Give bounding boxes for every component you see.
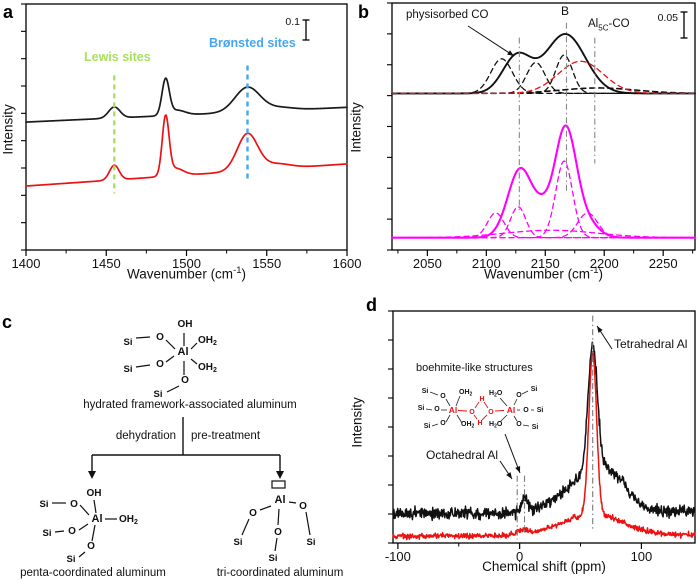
atom-oh: OH — [87, 488, 102, 499]
al5c-co-label: Al5C-CO — [588, 18, 630, 33]
atom-al: Al — [178, 346, 189, 358]
atom-si: Si — [532, 424, 539, 431]
atom-al: Al — [275, 494, 286, 506]
svg-text:-100: -100 — [385, 549, 411, 564]
arrowhead-right — [276, 471, 284, 479]
atom-si: Si — [531, 386, 538, 393]
panel-b-y-axis-label: Intensity — [348, 102, 364, 153]
atom-o: O — [156, 332, 164, 343]
boehmite-structures-label: boehmite-like structures — [416, 362, 533, 374]
atom-si: Si — [424, 423, 431, 430]
physisorbed-co-label: physisorbed CO — [406, 9, 489, 21]
b-site-label: B — [561, 4, 570, 18]
caption-penta-aluminum: penta-coordinated aluminum — [20, 567, 166, 579]
caption-hydrated-aluminum: hydrated framework-associated aluminum — [83, 399, 296, 411]
svg-text:1400: 1400 — [12, 256, 41, 271]
svg-text:2200: 2200 — [590, 256, 619, 271]
dehydration-label: dehydration — [116, 430, 176, 442]
panel-b-x-axis-label: Wavenumber (cm-1) — [484, 265, 603, 282]
atom-si: Si — [307, 537, 316, 548]
atom-h-red: H — [479, 396, 484, 403]
panel-c-letter: c — [2, 312, 13, 332]
atom-si: Si — [234, 537, 243, 548]
svg-text:100: 100 — [631, 549, 653, 564]
svg-text:1450: 1450 — [92, 256, 121, 271]
svg-text:2050: 2050 — [413, 256, 442, 271]
atom-si: Si — [124, 337, 133, 348]
atom-oh: OH — [178, 319, 193, 330]
panel-a-scale-bar-value: 0.1 — [285, 16, 300, 28]
atom-o: O — [516, 421, 522, 428]
atom-si: Si — [40, 499, 49, 510]
svg-text:0: 0 — [516, 549, 523, 564]
arrowhead-left — [88, 471, 96, 479]
panel-b-scale-bar-value: 0.05 — [657, 12, 678, 24]
panel-b-letter: b — [358, 2, 369, 22]
svg-text:1550: 1550 — [252, 256, 281, 271]
panel-a-letter: a — [3, 2, 14, 22]
panel-a-x-axis-label: Wavenumber (cm-1) — [127, 265, 246, 282]
atom-si: Si — [269, 553, 278, 564]
bronsted-sites-label: Brønsted sites — [209, 36, 296, 50]
aluminum-scheme-diagram: Si O Si O OH Al OH2 OH2 O Si hydrated fr… — [20, 319, 344, 579]
svg-text:1500: 1500 — [172, 256, 201, 271]
svg-text:2250: 2250 — [649, 256, 678, 271]
atom-h-red: H — [477, 420, 482, 427]
atom-o-red: O — [488, 409, 494, 416]
panel-d-x-axis-label: Chemical shift (ppm) — [482, 559, 606, 574]
caption-tri-aluminum: tri-coordinated aluminum — [217, 567, 344, 579]
tetrahedral-al-label: Tetrahedral Al — [614, 337, 688, 351]
atom-al: Al — [92, 513, 103, 525]
atom-o: O — [274, 527, 282, 538]
atom-si: Si — [43, 528, 52, 539]
atom-si: Si — [537, 407, 544, 414]
atom-o: O — [181, 375, 189, 386]
atom-o: O — [516, 392, 522, 399]
atom-si: Si — [422, 388, 429, 395]
atom-al-red: Al — [449, 405, 458, 415]
atom-o: O — [523, 407, 529, 414]
atom-oh2: OH2 — [119, 514, 138, 526]
atom-si: Si — [124, 364, 133, 375]
octahedral-al-label: Octahedral Al — [426, 448, 499, 462]
atom-o: O — [68, 526, 76, 537]
atom-si: Si — [418, 405, 425, 412]
atom-si: Si — [67, 554, 76, 565]
atom-oh2: OH2 — [461, 421, 475, 430]
svg-text:2100: 2100 — [472, 256, 501, 271]
panel-a-y-axis-label: Intensity — [0, 104, 16, 155]
atom-oh2: OH2 — [459, 389, 473, 398]
atom-o: O — [156, 359, 164, 370]
svg-text:1600: 1600 — [333, 256, 362, 271]
atom-o: O — [299, 501, 307, 512]
atom-h2o: H2O — [489, 390, 503, 399]
svg-text:2150: 2150 — [531, 256, 560, 271]
atom-o: O — [87, 541, 95, 552]
atom-o: O — [434, 406, 440, 413]
panel-d-letter: d — [366, 295, 377, 315]
atom-si: Si — [154, 389, 163, 400]
pretreatment-label: pre-treatment — [191, 430, 261, 442]
boehmite-structure-diagram: Si O OH2 Si O Al Si O OH2 O H H O H2O H2… — [418, 386, 544, 431]
atom-oh2: OH2 — [198, 362, 217, 374]
vacancy-square — [271, 480, 286, 489]
atom-o: O — [249, 508, 257, 519]
atom-al-red: Al — [507, 405, 516, 415]
lewis-sites-label: Lewis sites — [84, 50, 151, 64]
atom-o: O — [440, 420, 446, 427]
atom-h2o: H2O — [489, 421, 503, 430]
atom-oh2: OH2 — [198, 335, 217, 347]
atom-o: O — [440, 393, 446, 400]
atom-o-red: O — [469, 409, 475, 416]
atom-o: O — [70, 499, 78, 510]
